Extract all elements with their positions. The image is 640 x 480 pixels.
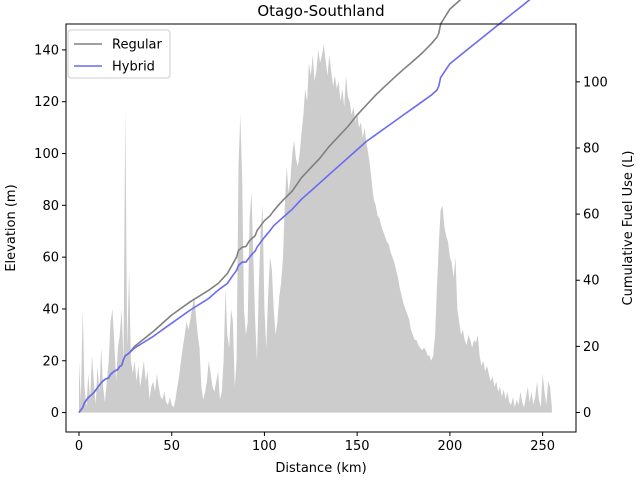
chart-title: Otago-Southland [257, 2, 384, 20]
elevation-area [79, 44, 552, 413]
x-tick-label: 200 [437, 439, 462, 454]
fuel-lines-layer [78, 0, 531, 413]
x-tick-label: 50 [163, 439, 180, 454]
series-line-hybrid [78, 0, 531, 413]
x-tick-label: 250 [530, 439, 555, 454]
y-tick-label: 100 [34, 147, 59, 162]
legend-label-hybrid: Hybrid [112, 60, 155, 75]
x-tick-label: 0 [75, 439, 83, 454]
y-tick-label: 0 [51, 406, 59, 421]
y-tick-label: 60 [42, 251, 59, 266]
x-tick-label: 150 [345, 439, 370, 454]
y-tick-label: 120 [34, 95, 59, 110]
legend: Regular Hybrid [67, 29, 171, 79]
y2-tick-label: 40 [583, 274, 600, 289]
x-tick-label: 100 [252, 439, 277, 454]
y2-tick-label: 80 [583, 141, 600, 156]
y-tick-label: 40 [42, 302, 59, 317]
y2-tick-label: 20 [583, 340, 600, 355]
y-tick-label: 80 [42, 199, 59, 214]
y2-tick-label: 0 [583, 406, 591, 421]
y-axis-title: Elevation (m) [4, 184, 19, 271]
elevation-area-layer [79, 44, 552, 413]
y2-tick-label: 100 [583, 75, 608, 90]
y2-axis-title: Cumulative Fuel Use (L) [621, 151, 636, 306]
axes-layer: 0 50 100 150 200 250 0 20 40 60 80 100 120 140 0 20 40 60… [4, 2, 636, 476]
legend-label-regular: Regular [112, 38, 163, 53]
plot-frame [65, 23, 577, 433]
y2-tick-label: 60 [583, 208, 600, 223]
x-axis-title: Distance (km) [275, 461, 366, 476]
y-tick-label: 140 [34, 43, 59, 58]
y-tick-label: 20 [42, 354, 59, 369]
